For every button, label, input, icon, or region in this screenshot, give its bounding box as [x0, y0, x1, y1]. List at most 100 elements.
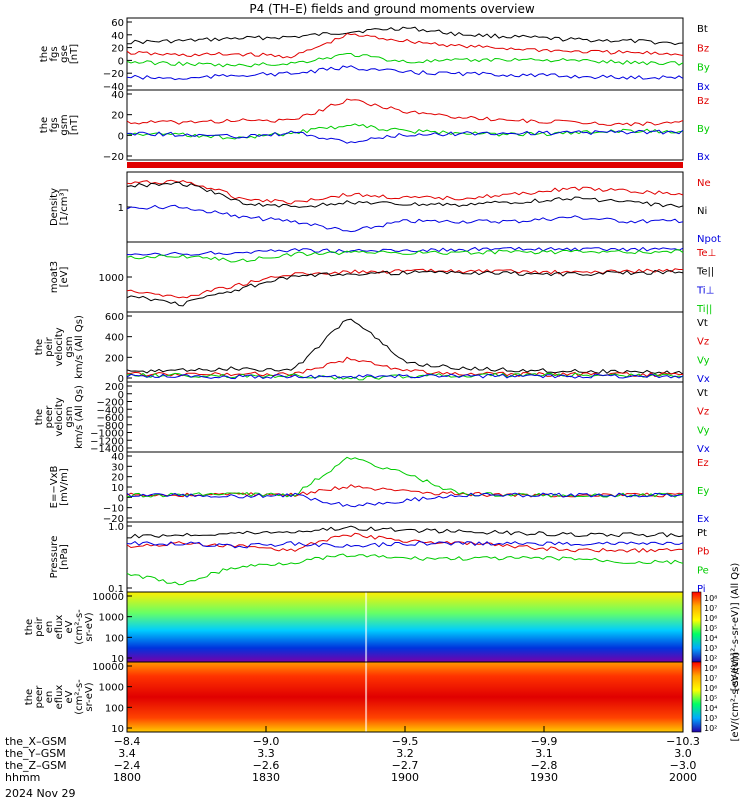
x-row-value: −9.5	[392, 735, 419, 748]
colorbar-tick: 10²	[704, 724, 717, 733]
y-tick-label: −600	[97, 413, 124, 424]
y-axis-label-line: peir	[44, 336, 55, 356]
y-tick-label: 20	[111, 111, 124, 122]
panel-frame	[126, 171, 684, 243]
legend-entry: Bt	[697, 24, 708, 35]
y-axis-label-line: gse	[59, 45, 70, 63]
y-axis-label-line: sr-eV)	[84, 682, 95, 711]
x-row-value: −2.6	[253, 759, 280, 772]
legend-entry: Ne	[697, 178, 711, 189]
colorbar	[691, 661, 702, 733]
x-row-value: −9.0	[253, 735, 280, 748]
y-tick-label: −200	[97, 398, 124, 409]
legend-entry: Pe	[697, 565, 709, 576]
legend-entry: Te⊥	[696, 248, 716, 259]
legend-entry: Pt	[697, 528, 707, 539]
panel-5: 600 400 200 0 the peir velocity gsm km/s (All Qs…	[34, 311, 710, 385]
colorbar-unit-label: [eV/(cm²-s-sr-eV)]	[730, 652, 741, 741]
legend-entry: By	[697, 124, 710, 135]
y-axis-label-line: peir	[34, 616, 45, 636]
x-row-label: hhmm	[5, 771, 40, 784]
y-tick-label: 40	[111, 31, 124, 42]
x-row-value: 3.3	[257, 747, 275, 760]
y-tick-label: 0	[118, 131, 124, 142]
series-line-vy	[126, 372, 684, 381]
legend-entry: Ez	[697, 458, 709, 469]
legend-entry: Vy	[697, 425, 710, 436]
series-line-pi	[126, 540, 684, 549]
colorbar-tick: 10⁷	[704, 604, 717, 613]
legend-entry: Ex	[697, 514, 709, 525]
x-row-value: −10.3	[666, 735, 700, 748]
spectrogram-fill	[127, 662, 683, 732]
series-line-by	[126, 123, 684, 140]
x-row-value: −2.7	[392, 759, 419, 772]
panel-4: 1000 moat3 [eV] Te⊥ Te|| Ti⊥ Ti||	[49, 241, 716, 315]
x-row-value: 3.2	[396, 747, 414, 760]
colorbar-tick: 10²	[704, 654, 717, 663]
colorbar-tick: 10⁴	[704, 634, 717, 643]
panel-6: 2000−200−400−600−800−1000−1200−1400 the pe…	[34, 381, 710, 455]
y-axis-label-line: eflux	[54, 685, 65, 710]
y-axis-label-line: [mV/m]	[59, 468, 70, 506]
legend-entry: Te||	[696, 267, 714, 278]
legend-entry: Pi	[697, 584, 706, 595]
panel-1: 60 40 200 −20 −40 the fgs gse [nT] Bt Bz By Bx	[39, 17, 710, 93]
panel-frame	[126, 89, 684, 161]
x-row-value: 2000	[669, 771, 697, 784]
y-axis-label-line: gsm	[64, 336, 75, 357]
legend-entry: Vx	[697, 374, 710, 385]
y-tick-label: −1400	[90, 444, 124, 455]
y-tick-label: −20	[103, 514, 124, 525]
series-line-pe	[126, 553, 684, 586]
legend-entry: Bz	[697, 96, 709, 107]
panel-8: 1.0 0.1 Pressure [nPa] Pt Pb Pe Pi	[49, 521, 709, 595]
y-tick-label: 0	[118, 56, 124, 67]
y-axis-label-line: [1/cm³]	[59, 189, 70, 226]
y-axis-label-line: en	[44, 691, 55, 704]
series-line-vx	[126, 373, 684, 380]
y-tick-label: 10	[111, 654, 124, 665]
y-tick-label: 0.1	[108, 584, 124, 595]
y-axis-label-line: gsm	[64, 406, 75, 427]
x-row-label: the_Y–GSM	[5, 747, 66, 760]
y-axis-label-line: [nT]	[69, 115, 80, 135]
y-tick-label: −40	[103, 82, 124, 93]
panel-2: 40 20 0 −20 the fgs gsm [nT] Bz By Bx	[39, 89, 710, 163]
legend-entry: Bx	[697, 82, 710, 93]
y-tick-label: 10	[111, 483, 124, 494]
y-tick-label: 10	[111, 724, 124, 735]
x-row-label: the_X–GSM	[5, 735, 67, 748]
legend-entry: Bz	[697, 43, 709, 54]
colorbar-tick: 10⁸	[704, 594, 717, 603]
y-axis-label-line: eV	[64, 690, 75, 703]
y-axis-label-line: peer	[44, 405, 55, 429]
x-row-value: 1900	[391, 771, 419, 784]
legend-entry: Vz	[697, 407, 709, 418]
y-axis-label-line: (cm²-s-	[74, 609, 85, 645]
y-tick-label: 600	[105, 312, 124, 323]
colorbar-tick: 10⁶	[704, 684, 717, 693]
y-tick-label: 1000	[99, 613, 124, 624]
legend-entry: Ni	[697, 206, 707, 217]
colorbar-tick: 10⁵	[704, 624, 717, 633]
y-tick-label: −1200	[90, 436, 124, 447]
colorbar-unit-label: [eV/(cm²-s-sr-eV)] (All Qs)	[730, 563, 741, 692]
y-axis-label-line: fgs	[49, 117, 60, 132]
y-axis-label-line: E=−VxB	[49, 466, 60, 509]
x-row-value: −8.4	[114, 735, 141, 748]
legend-entry: Ti||	[696, 304, 712, 315]
y-axis-label-line: gsm	[59, 114, 70, 135]
legend-entry: Vt	[697, 388, 708, 399]
y-tick-label: 20	[111, 473, 124, 484]
x-row-value: 3.1	[535, 747, 553, 760]
series-line-ti	[126, 246, 684, 257]
series-line-vz	[127, 356, 684, 378]
y-tick-label: 1000	[99, 683, 124, 694]
date-label: 2024 Nov 29	[5, 787, 75, 800]
y-tick-label: 40	[111, 452, 124, 463]
legend-entry: Vt	[697, 318, 708, 329]
y-axis-label-line: moat3	[49, 261, 60, 293]
colorbar-tick: 10⁸	[704, 664, 717, 673]
